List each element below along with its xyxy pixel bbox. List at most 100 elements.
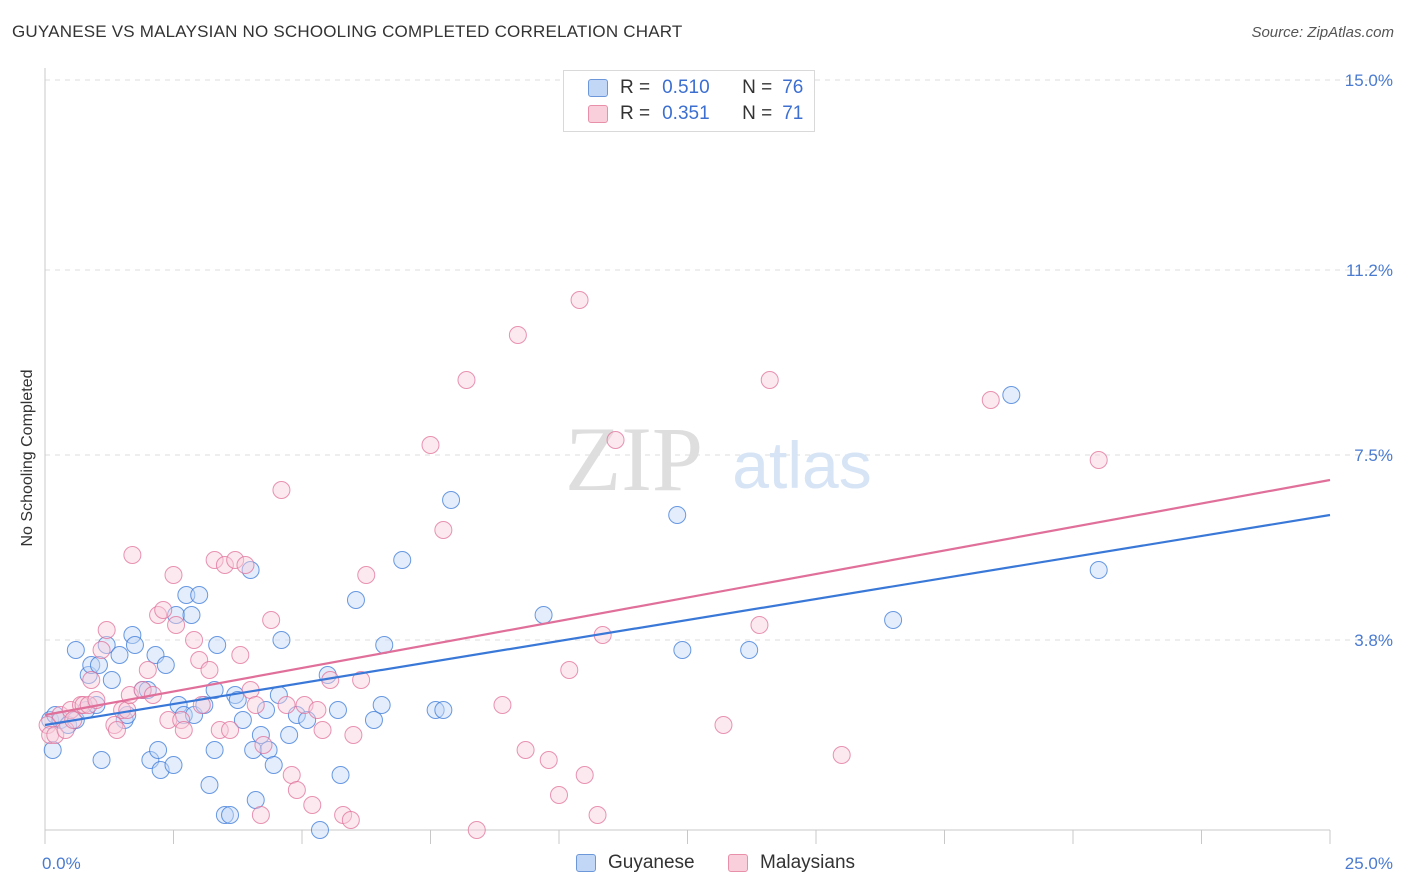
malaysian-point xyxy=(981,391,1000,409)
x-tick-label: 25.0% xyxy=(1345,854,1393,873)
malaysian-point xyxy=(516,741,535,759)
legend-swatch-malaysians xyxy=(588,105,608,123)
malaysian-point xyxy=(174,721,193,739)
guyanese-point xyxy=(372,696,391,714)
guyanese-point xyxy=(426,701,445,719)
guyanese-point xyxy=(534,606,553,624)
malaysian-point xyxy=(97,621,116,639)
malaysian-point xyxy=(272,481,291,499)
malaysian-point xyxy=(287,781,306,799)
malaysian-point xyxy=(832,746,851,764)
malaysian-point xyxy=(236,556,255,574)
malaysian-point xyxy=(539,751,558,769)
malaysian-point xyxy=(123,546,142,564)
guyanese-point xyxy=(1089,561,1108,579)
legend-r-label: R = xyxy=(620,103,651,124)
guyanese-point xyxy=(434,701,453,719)
guyanese-point xyxy=(215,806,234,824)
trend-lines xyxy=(44,478,1331,727)
series-legend: Guyanese Malaysians xyxy=(0,852,1406,878)
malaysian-point xyxy=(46,726,65,744)
guyanese-point xyxy=(257,701,276,719)
malaysian-point xyxy=(352,671,371,689)
malaysian-point xyxy=(133,681,152,699)
legend-r-value-malaysians: 0.351 xyxy=(662,103,710,124)
guyanese-point xyxy=(82,656,101,674)
malaysian-point xyxy=(215,556,234,574)
malaysian-point xyxy=(282,766,301,784)
legend-r-label: R = xyxy=(620,77,651,98)
source-label: Source: ZipAtlas.com xyxy=(1251,24,1394,41)
guyanese-point xyxy=(97,636,116,654)
guyanese-point xyxy=(177,586,196,604)
guyanese-point xyxy=(125,636,144,654)
watermark-atlas: atlas xyxy=(732,428,871,502)
guyanese-point xyxy=(264,756,283,774)
guyanese-point xyxy=(92,751,111,769)
guyanese-point xyxy=(310,821,329,839)
guyanese-point xyxy=(208,636,227,654)
malaysian-point xyxy=(82,671,101,689)
malaysian-point xyxy=(714,716,733,734)
axes xyxy=(44,68,1331,844)
malaysian-point xyxy=(1089,451,1108,469)
y-tick-label: 11.2% xyxy=(1346,261,1393,280)
malaysian-point xyxy=(341,811,360,829)
guyanese-point xyxy=(668,506,687,524)
malaysian-point xyxy=(575,766,594,784)
malaysian-point xyxy=(434,521,453,539)
guyanese-point xyxy=(110,646,129,664)
guyanese-point xyxy=(244,741,263,759)
y-tick-label: 7.5% xyxy=(1354,446,1393,465)
malaysian-point xyxy=(303,796,322,814)
malaysian-point xyxy=(149,606,168,624)
guyanese-point xyxy=(102,671,121,689)
malaysian-point xyxy=(205,551,224,569)
guyanese-point xyxy=(346,591,365,609)
guyanese-point xyxy=(89,656,108,674)
malaysian-point xyxy=(467,821,486,839)
guyanese-point xyxy=(331,766,350,784)
guyanese-point xyxy=(228,691,247,709)
stats-legend: R = 0.510 N = 76 R = 0.351 N = 71 xyxy=(563,70,815,132)
guyanese-point xyxy=(246,791,265,809)
tick-labels: 3.8% 7.5% 11.2% 15.0% 0.0% 25.0% xyxy=(42,71,1393,873)
legend-item-guyanese[interactable]: Guyanese xyxy=(576,852,695,874)
watermark-zip: ZIP xyxy=(565,408,703,510)
guyanese-point xyxy=(364,711,383,729)
malaysian-point xyxy=(493,696,512,714)
malaysian-point xyxy=(421,436,440,454)
x-tick-label: 0.0% xyxy=(42,854,81,873)
malaysian-point xyxy=(246,696,265,714)
legend-r-value-guyanese: 0.510 xyxy=(662,77,710,98)
malaysian-point xyxy=(226,551,245,569)
chart-title: GUYANESE VS MALAYSIAN NO SCHOOLING COMPL… xyxy=(12,22,683,41)
malaysian-point xyxy=(344,726,363,744)
watermark: ZIP atlas xyxy=(565,408,872,510)
guyanese-point xyxy=(205,741,224,759)
guyanese-point xyxy=(233,711,252,729)
malaysian-point xyxy=(210,721,229,739)
malaysian-point xyxy=(570,291,589,309)
legend-item-malaysians[interactable]: Malaysians xyxy=(728,852,855,874)
guyanese-point xyxy=(393,551,412,569)
legend-n-label: N = xyxy=(742,77,773,98)
guyanese-point xyxy=(156,656,175,674)
guyanese-point xyxy=(272,631,291,649)
malaysian-point xyxy=(231,646,250,664)
guyanese-point xyxy=(328,701,347,719)
legend-n-label: N = xyxy=(742,103,773,124)
guyanese-point xyxy=(442,491,461,509)
legend-n-value-guyanese: 76 xyxy=(782,77,804,98)
malaysian-point xyxy=(550,786,568,804)
guyanese-point xyxy=(241,561,260,579)
y-tick-label: 15.0% xyxy=(1345,71,1393,90)
y-tick-label: 3.8% xyxy=(1354,631,1393,650)
malaysian-point xyxy=(357,566,376,584)
guyanese-point xyxy=(182,606,201,624)
malaysian-point xyxy=(508,326,527,344)
malaysian-point xyxy=(277,696,296,714)
malaysian-point xyxy=(457,371,476,389)
malaysian-point xyxy=(221,721,240,739)
